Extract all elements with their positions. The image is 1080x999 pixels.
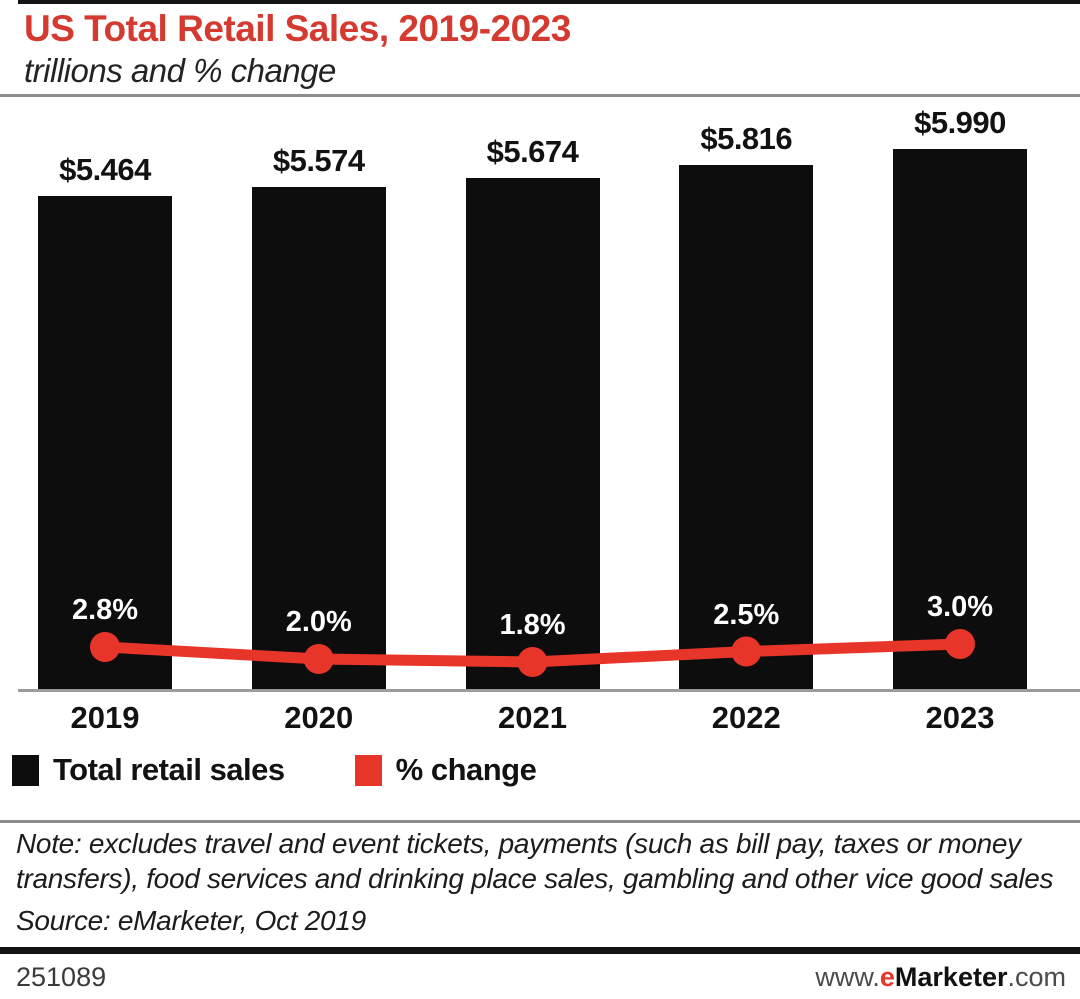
page-subtitle: trillions and % change: [24, 52, 336, 89]
x-label-2022: 2022: [711, 700, 781, 735]
header-divider: [0, 94, 1080, 97]
x-axis-line: [18, 689, 1080, 692]
pct-label-2020: 2.0%: [285, 606, 352, 638]
chart-source: Source: eMarketer, Oct 2019: [16, 905, 366, 936]
pct-change-point-2023: [945, 629, 975, 659]
legend: Total retail sales % change: [12, 752, 537, 788]
website-suffix: .com: [1007, 962, 1066, 992]
page-title: US Total Retail Sales, 2019-2023: [24, 8, 571, 49]
bar-2023: [893, 149, 1027, 689]
pct-change-point-2022: [731, 636, 762, 667]
footer-bar: 251089 www.eMarketer.com: [16, 962, 1066, 993]
bar-value-2021: $5.674: [486, 133, 579, 169]
x-label-2019: 2019: [70, 700, 140, 735]
x-axis-labels: 2019 2020 2021 2022 2023: [0, 700, 1080, 740]
bar-value-2022: $5.816: [700, 120, 793, 156]
website-e: e: [879, 962, 895, 992]
website-brand: Marketer: [894, 962, 1008, 992]
bar-2022: [679, 164, 814, 689]
pct-label-2023: 3.0%: [926, 591, 994, 623]
legend-label-pct-change: % change: [395, 752, 537, 787]
chart-id: 251089: [16, 962, 107, 992]
website-prefix: www.: [815, 962, 880, 992]
x-label-2021: 2021: [498, 700, 567, 735]
chart-area: $5.464 $5.574 $5.674 $5.816 $5.990 2.8% 2.0% 1.…: [0, 100, 1080, 692]
bar-value-2023: $5.990: [914, 105, 1006, 140]
pct-change-point-2021: [517, 647, 548, 677]
legend-swatch-total-retail-sales: [12, 754, 39, 786]
x-label-2023: 2023: [925, 700, 995, 735]
website-link[interactable]: www.eMarketer.com: [815, 962, 1066, 993]
pct-change-point-2020: [303, 644, 334, 674]
footer-divider: [0, 947, 1080, 954]
bar-value-2019: $5.464: [59, 152, 151, 188]
note-divider: [0, 820, 1080, 823]
bar-2021: [465, 177, 600, 689]
chart-note: Note: excludes travel and event tickets,…: [16, 828, 1054, 895]
legend-label-total-retail-sales: Total retail sales: [53, 752, 285, 787]
bar-2019: [38, 196, 172, 689]
legend-swatch-pct-change: [354, 754, 382, 786]
bar-2020: [251, 186, 386, 689]
pct-label-2022: 2.5%: [713, 598, 780, 631]
pct-change-point-2019: [90, 632, 120, 662]
bar-value-2020: $5.574: [272, 142, 365, 178]
pct-label-2019: 2.8%: [71, 594, 139, 626]
pct-label-2021: 1.8%: [499, 609, 566, 641]
pct-change-line: [90, 629, 975, 677]
top-border-line: [18, 0, 1080, 4]
x-label-2020: 2020: [284, 700, 354, 735]
